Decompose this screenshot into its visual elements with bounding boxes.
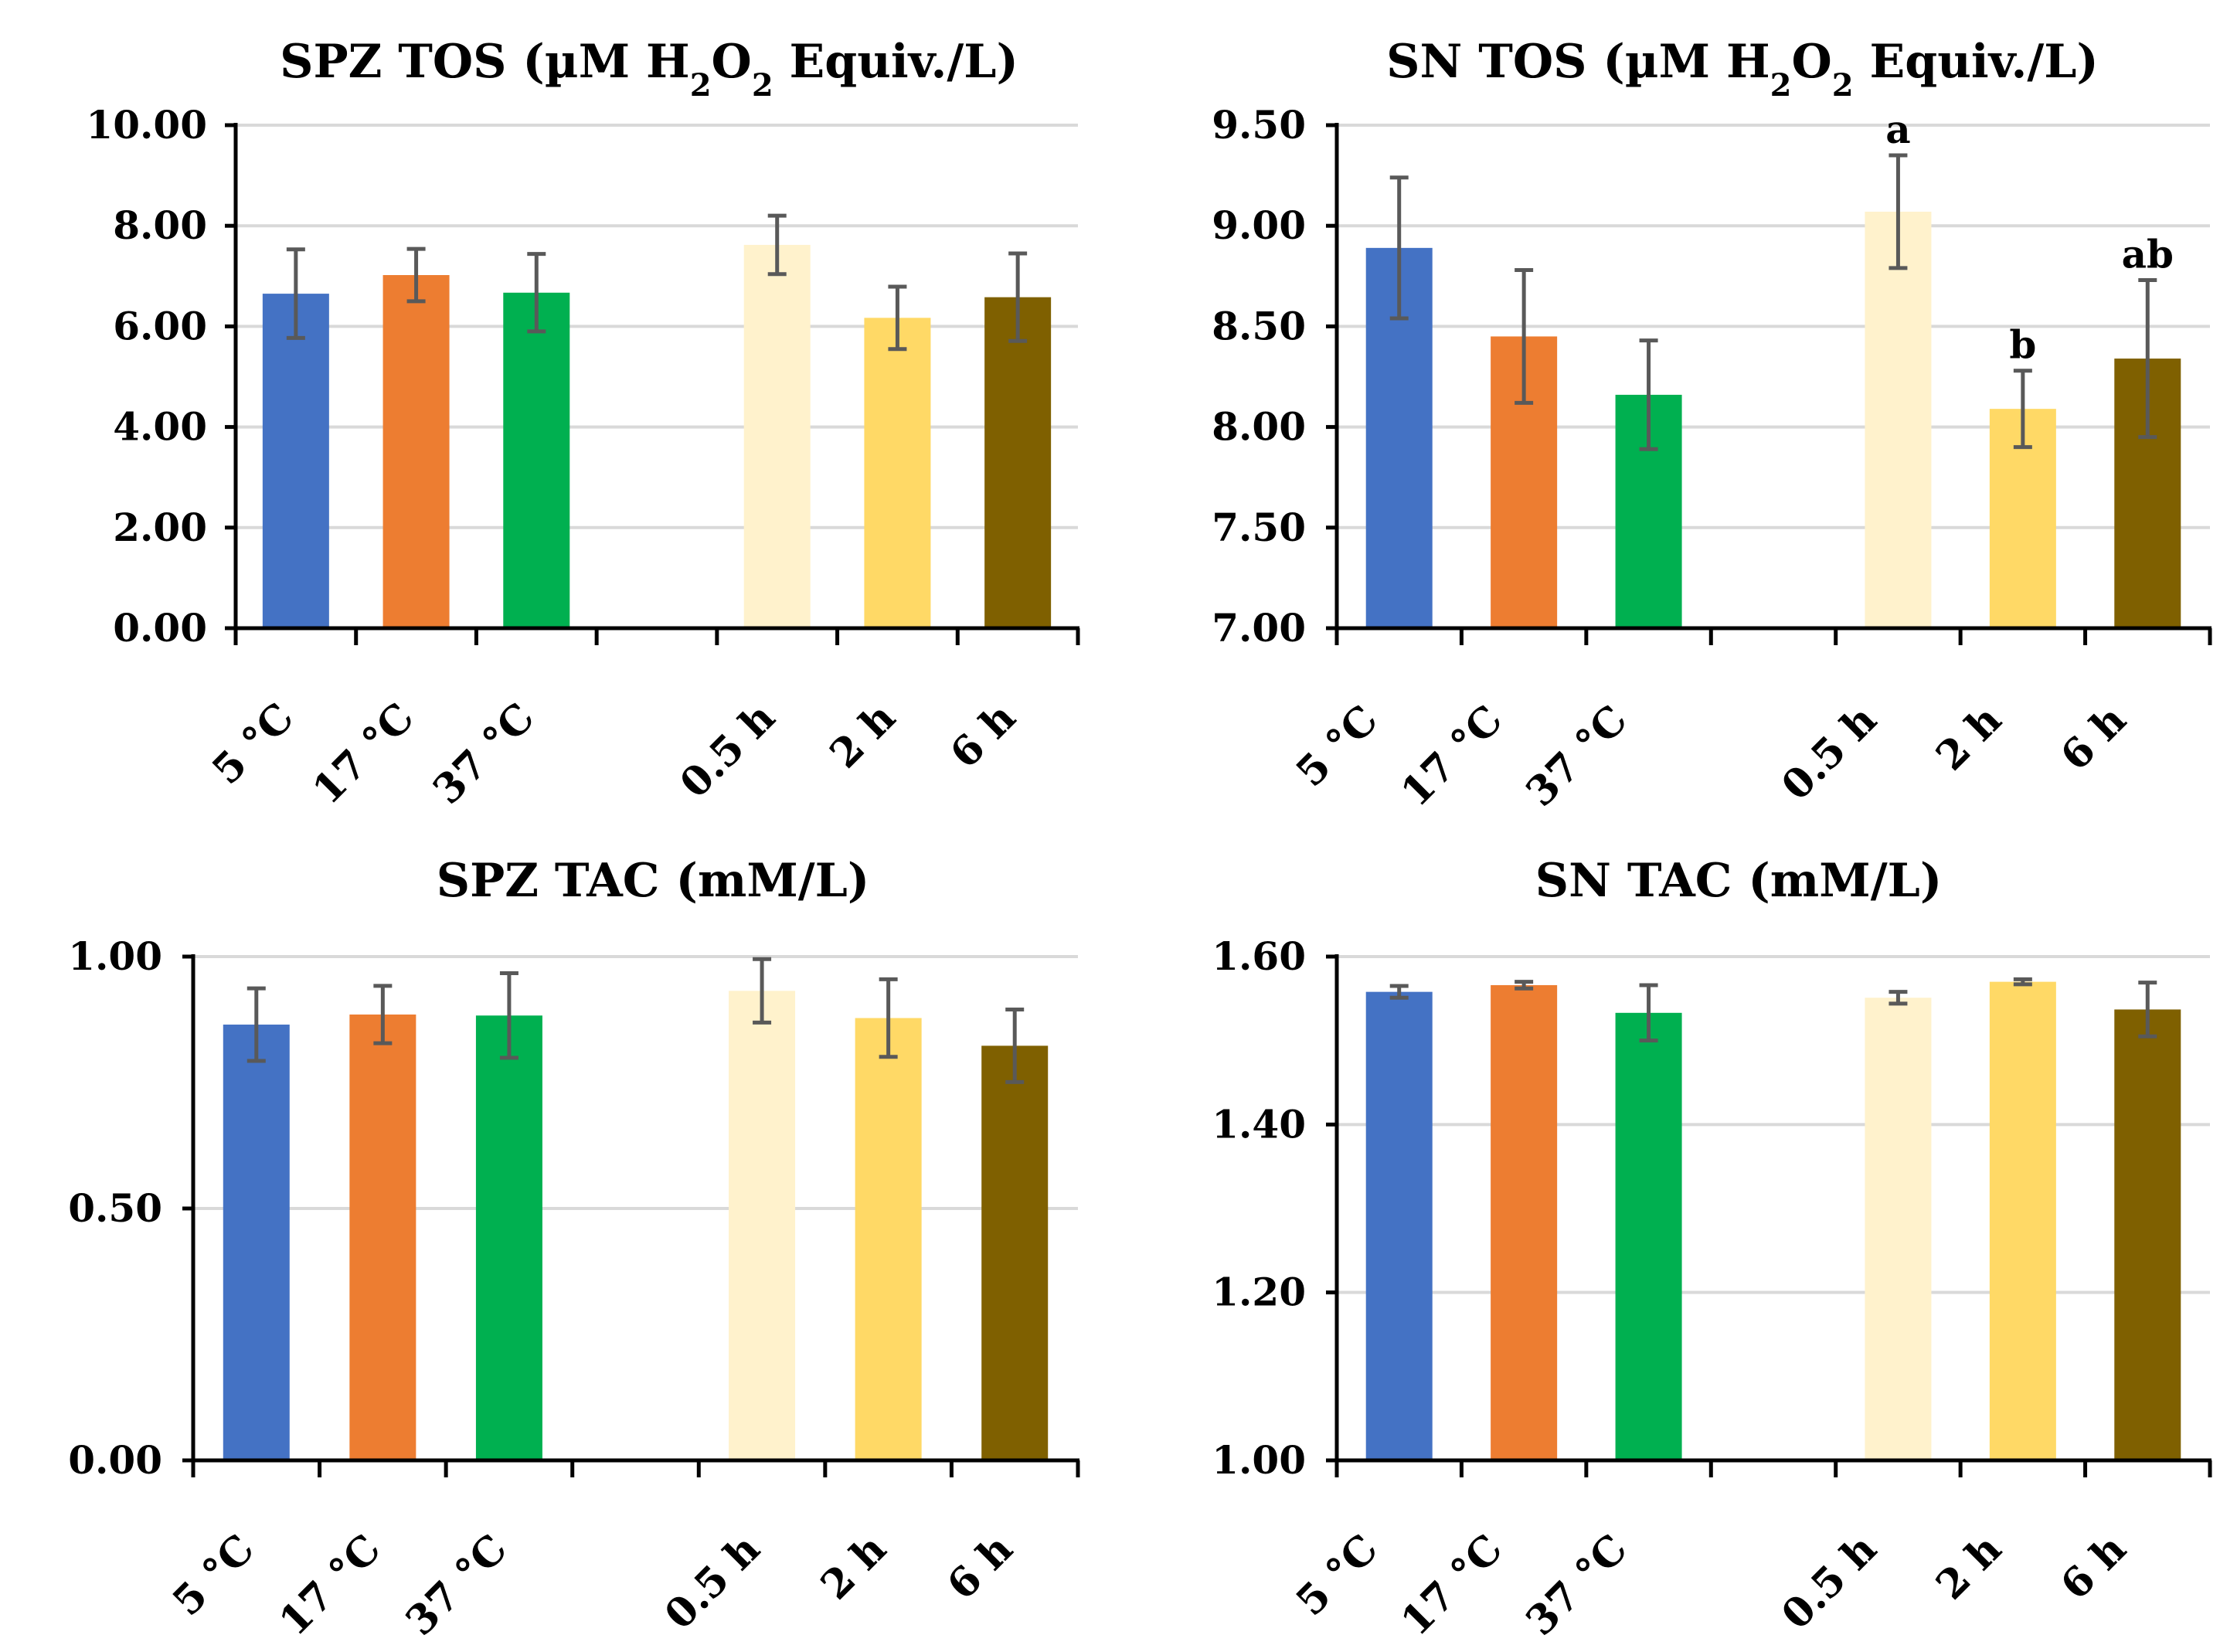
axis-layer (182, 954, 1080, 1477)
y-tick-label: 9.50 (1212, 102, 1306, 148)
grid-layer (1337, 955, 2210, 1294)
chart-title: SN TOS (µM H2O2 Equiv./L) (1386, 35, 2099, 104)
y-tick-label: 7.00 (1212, 605, 1306, 651)
y-tick-label: 1.00 (1212, 1437, 1306, 1483)
x-tick-label: 5 °C (1287, 696, 1387, 796)
y-tick-label: 8.00 (1212, 404, 1306, 450)
bar (743, 244, 811, 628)
y-tick-label: 8.00 (113, 202, 207, 248)
bar-layer (223, 957, 1049, 1460)
y-tick-label: 4.00 (113, 404, 207, 450)
panel-sn-tac: SN TAC (mM/L) 1.00 1.20 1.40 1.60 5 °C 17 °C 3… (1212, 854, 2212, 1645)
bar (2114, 1009, 2181, 1460)
x-tick-label: 2 h (821, 694, 904, 777)
grid-layer (236, 124, 1078, 529)
x-tick-label: 0.5 h (1773, 1525, 1886, 1639)
x-tick-label: 2 h (1927, 1525, 2011, 1609)
bar (984, 297, 1052, 628)
y-tick-label: 9.00 (1212, 202, 1306, 248)
grid-layer (193, 955, 1078, 1210)
x-tick-label: 17 °C (1392, 1525, 1512, 1645)
x-tick-label: 5 °C (1287, 1525, 1387, 1625)
bar (1365, 991, 1433, 1460)
x-tick-label: 6 h (941, 694, 1025, 777)
y-tick-label: 1.40 (1212, 1101, 1306, 1147)
bar (223, 1025, 290, 1460)
bar (1865, 998, 1932, 1460)
chart-title: SPZ TOS (µM H2O2 Equiv./L) (280, 35, 1018, 104)
x-tick-label: 0.5 h (656, 1525, 770, 1639)
bar (382, 274, 450, 628)
x-tick-label: 37 °C (424, 694, 544, 814)
x-tick-label: 17 °C (304, 694, 423, 814)
x-tick-label: 6 h (938, 1525, 1022, 1609)
x-tick-label: 0.5 h (671, 694, 784, 807)
x-tick-label: 37 °C (396, 1525, 516, 1645)
y-tick-label: 6.00 (113, 303, 207, 348)
y-tick-label: 0.00 (68, 1437, 162, 1483)
y-tick-label: 7.50 (1212, 505, 1306, 550)
significance-label: b (2009, 322, 2036, 368)
significance-label: ab (2122, 232, 2174, 277)
bar (1865, 211, 1932, 628)
bar-layer (1365, 153, 2181, 628)
y-tick-label: 0.50 (68, 1185, 162, 1231)
y-tick-label: 0.00 (113, 605, 207, 651)
x-tick-label: 17 °C (270, 1525, 390, 1645)
chart-title: SN TAC (mM/L) (1535, 854, 1942, 908)
bar (864, 318, 931, 628)
x-tick-label: 6 h (2052, 696, 2135, 780)
y-tick-label: 1.60 (1212, 933, 1306, 979)
x-tick-label: 0.5 h (1773, 696, 1886, 810)
bar-layer (1365, 977, 2181, 1460)
y-tick-label: 1.00 (68, 933, 162, 979)
bar (855, 1018, 922, 1460)
bar-layer (262, 213, 1052, 628)
panel-sn-tos: SN TOS (µM H2O2 Equiv./L) 7.00 7.50 8.00 8.… (1212, 35, 2212, 816)
significance-label: a (1885, 107, 1910, 152)
axis-layer (1326, 954, 2212, 1477)
bar (1491, 984, 1558, 1460)
bar (475, 1015, 542, 1460)
bar (729, 991, 796, 1460)
axis-layer (1326, 123, 2212, 645)
panel-spz-tac: SPZ TAC (mM/L) 0.00 0.50 1.00 5 °C 17 °C 37 °… (68, 854, 1080, 1645)
x-tick-label: 37 °C (1517, 1525, 1637, 1645)
x-tick-label: 2 h (812, 1525, 896, 1609)
x-tick-label: 5 °C (203, 694, 303, 794)
axis-layer (225, 123, 1080, 645)
x-tick-label: 6 h (2052, 1525, 2135, 1609)
bar (262, 294, 329, 628)
x-tick-label: 2 h (1927, 696, 2011, 780)
bar (1615, 1012, 1682, 1460)
x-tick-label: 37 °C (1517, 696, 1637, 816)
chart-title: SPZ TAC (mM/L) (437, 854, 869, 908)
bar (349, 1014, 416, 1460)
y-tick-label: 8.50 (1212, 303, 1306, 348)
y-tick-label: 1.20 (1212, 1270, 1306, 1315)
grid-layer (1337, 124, 2210, 529)
bar (981, 1045, 1049, 1460)
panel-spz-tos: SPZ TOS (µM H2O2 Equiv./L) 0.00 2.00 4.00 6… (86, 35, 1080, 814)
x-tick-label: 5 °C (164, 1525, 263, 1625)
y-tick-label: 2.00 (113, 505, 207, 550)
bar (503, 292, 570, 628)
bar (1989, 981, 2056, 1460)
x-tick-label: 17 °C (1392, 696, 1512, 816)
y-tick-label: 10.00 (86, 102, 207, 148)
